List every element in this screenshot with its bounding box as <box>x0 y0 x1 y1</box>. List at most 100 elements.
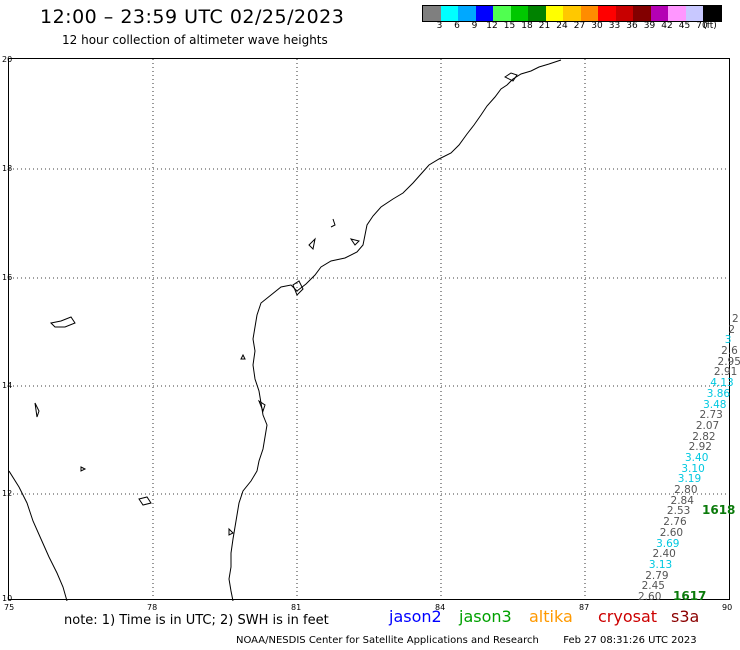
sri-lanka-coast <box>9 470 68 601</box>
color-scale-label: 18 <box>521 21 533 31</box>
color-swatch <box>510 6 528 21</box>
swh-reading: 2.73 <box>699 409 723 422</box>
swh-reading: 2.40 <box>652 548 676 561</box>
coast-detail-1 <box>308 237 316 251</box>
color-scale-label: 30 <box>591 21 603 31</box>
satellite-legend-item: jason2 <box>389 607 442 626</box>
color-swatch <box>475 6 493 21</box>
kakinada-bay <box>292 280 304 296</box>
maldives-atoll-2 <box>34 402 40 418</box>
color-swatch <box>440 6 458 21</box>
satellite-legend-item: s3a <box>671 607 700 626</box>
y-tick-label: 20 <box>2 55 13 64</box>
color-swatch <box>615 6 633 21</box>
y-tick-label: 12 <box>2 489 13 498</box>
color-scale-label: 15 <box>503 21 516 31</box>
swh-reading: 2 <box>732 313 739 325</box>
x-tick-label: 87 <box>579 603 590 612</box>
satellite-legend-item: cryosat <box>598 607 658 626</box>
islet-3 <box>80 466 87 472</box>
coast-detail-3 <box>349 238 360 246</box>
color-scale-label: 24 <box>556 21 568 31</box>
color-scale-label: 6 <box>454 21 460 31</box>
y-tick-label: 18 <box>2 164 13 173</box>
color-scale-label: 27 <box>573 21 586 31</box>
x-tick-label: 75 <box>4 603 15 612</box>
color-swatch <box>703 6 721 21</box>
color-swatch <box>598 6 616 21</box>
swh-reading: 2 <box>728 323 736 336</box>
grid-lines <box>9 59 731 601</box>
footer-note: note: 1) Time is in UTC; 2) SWH is in fe… <box>64 613 329 628</box>
x-tick-label: 84 <box>435 603 446 612</box>
color-swatch <box>633 6 651 21</box>
swh-reading: 2.82 <box>692 430 716 443</box>
swh-reading: 2.60 <box>638 591 662 603</box>
islet-2 <box>257 399 266 413</box>
page-title: 12:00 – 23:59 UTC 02/25/2023 <box>40 6 345 28</box>
islet-4 <box>228 527 234 536</box>
color-scale-label: 42 <box>661 21 673 31</box>
timestamp: Feb 27 08:31:26 UTC 2023 <box>563 635 697 646</box>
color-swatch <box>423 6 441 21</box>
swh-reading: 4.13 <box>710 377 734 390</box>
color-swatch <box>650 6 668 21</box>
swh-reading: 2.91 <box>713 366 738 379</box>
color-swatch <box>563 6 581 21</box>
x-tick-label: 78 <box>147 603 158 612</box>
x-tick-label: 81 <box>291 603 302 612</box>
color-scale-labels: 3 6 9 12 15 18 21 24 27 30 33 36 39 42 45 70 (ft) <box>422 21 730 33</box>
color-scale-label: 39 <box>643 21 656 31</box>
color-scale-label: 36 <box>626 21 638 31</box>
swh-reading: 3.48 <box>703 398 727 411</box>
swh-reading: 3.86 <box>706 387 731 400</box>
maldives-atoll-3 <box>138 496 152 506</box>
swh-reading: 3.13 <box>648 558 673 571</box>
swh-reading: 2.07 <box>695 419 720 432</box>
swh-reading: 2.80 <box>674 484 698 497</box>
india-east-coast <box>228 59 562 601</box>
color-swatch <box>668 6 686 21</box>
color-scale-label: 21 <box>538 21 551 31</box>
swh-reading: 3 <box>724 334 732 347</box>
color-scale-bar <box>422 5 722 22</box>
color-scale-label: 33 <box>608 21 621 31</box>
pass-time-tag: 1617 <box>673 589 707 603</box>
coast-detail-2 <box>330 218 336 228</box>
swh-reading: 2.76 <box>663 516 687 529</box>
swh-reading: 2.84 <box>670 494 694 507</box>
satellite-legend-item: jason3 <box>459 607 512 626</box>
chilika-lake <box>504 72 518 82</box>
x-tick-label: 90 <box>722 603 733 612</box>
color-swatch <box>580 6 598 21</box>
color-scale-label: 9 <box>471 21 478 31</box>
swh-reading: 3.10 <box>681 462 705 475</box>
coastline <box>9 59 562 601</box>
color-swatch <box>458 6 476 21</box>
color-scale-label: 70 <box>696 21 708 31</box>
map-canvas <box>9 59 731 601</box>
color-scale-label: 3 <box>436 21 443 31</box>
satellite-legend-item: altika <box>529 607 573 626</box>
swh-reading: 2.79 <box>645 569 669 582</box>
swh-reading: 2.60 <box>659 526 684 539</box>
swh-reading: 2.92 <box>688 441 712 454</box>
maldives-atoll-1 <box>49 316 76 328</box>
color-swatch <box>545 6 563 21</box>
swh-reading: 2.95 <box>717 355 740 368</box>
footer-credit: NOAA/NESDIS Center for Satellite Applica… <box>236 635 697 646</box>
page-subtitle: 12 hour collection of altimeter wave hei… <box>62 33 328 47</box>
y-tick-label: 10 <box>2 594 13 603</box>
color-swatch <box>493 6 511 21</box>
pass-time-tag: 1618 <box>702 503 736 517</box>
color-scale-label: 12 <box>486 21 498 31</box>
swh-reading: 2.53 <box>666 505 691 518</box>
color-swatch <box>685 6 703 21</box>
color-swatch <box>528 6 546 21</box>
color-scale-label: 45 <box>678 21 691 31</box>
swh-reading: 3.19 <box>677 473 702 486</box>
credit-text: NOAA/NESDIS Center for Satellite Applica… <box>236 635 539 646</box>
swh-reading: 2.6 <box>721 345 738 358</box>
swh-reading: 3.40 <box>685 452 709 464</box>
swh-reading: 2.45 <box>641 580 665 593</box>
